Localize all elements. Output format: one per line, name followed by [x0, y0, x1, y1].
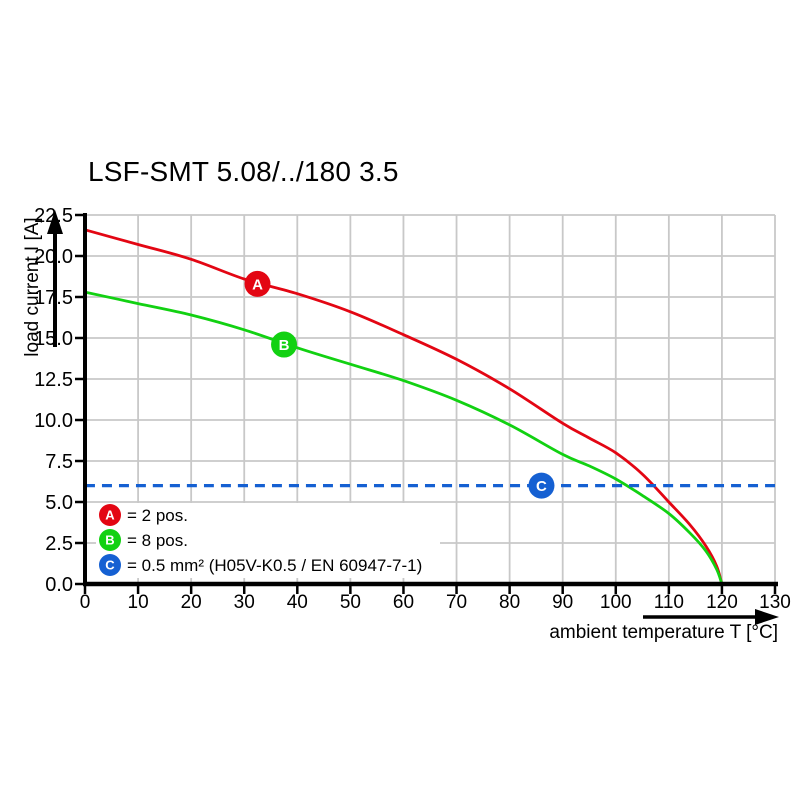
legend-marker-a-icon	[99, 504, 121, 526]
x-tick-label: 10	[128, 592, 149, 613]
x-tick-label: 90	[552, 592, 573, 613]
x-tick-label: 0	[80, 592, 91, 613]
x-tick-label: 110	[654, 592, 684, 613]
marker-b: B	[271, 331, 298, 358]
axis-arrows	[47, 210, 779, 625]
x-tick-label: 30	[234, 592, 255, 613]
y-tick-label: 2.5	[45, 533, 73, 555]
x-tick-label: 80	[499, 592, 520, 613]
chart-title: LSF-SMT 5.08/../180 3.5	[88, 156, 399, 187]
legend-label: = 0.5 mm² (H05V-K0.5 / EN 60947-7-1)	[127, 556, 422, 575]
legend-label: = 8 pos.	[127, 531, 188, 550]
marker-letter: B	[279, 337, 290, 354]
legend-marker-c-icon	[99, 554, 121, 576]
y-axis-arrow-icon	[47, 210, 63, 234]
marker-circle-b-icon	[271, 331, 298, 358]
x-tick-label: 20	[181, 592, 202, 613]
curves	[84, 228, 775, 585]
legend-symbol: B	[105, 533, 114, 548]
x-tick-label: 60	[393, 592, 414, 613]
y-tick-label: 10.0	[34, 410, 73, 432]
legend-item-c: C = 0.5 mm² (H05V-K0.5 / EN 60947-7-1)	[99, 554, 422, 576]
legend-marker-b-icon	[99, 529, 121, 551]
tick-labels: 0 10 20 30 40 50 60 70 80 90 100 110 120 130 0.0 2.5 5.0…	[34, 205, 791, 613]
y-tick-label: 12.5	[34, 369, 73, 391]
curve-a	[84, 228, 724, 585]
marker-a: A	[244, 270, 271, 297]
x-tick-label: 40	[287, 592, 308, 613]
marker-circle-c-icon	[528, 472, 555, 499]
legend-label: = 2 pos.	[127, 506, 188, 525]
legend-background	[96, 503, 440, 578]
x-tick-label: 70	[446, 592, 467, 613]
x-axis-arrow-icon	[755, 609, 779, 625]
marker-c: C	[528, 472, 555, 499]
legend-item-b: B = 8 pos.	[99, 529, 188, 551]
x-tick-label: 120	[706, 592, 738, 613]
y-tick-label: 0.0	[45, 574, 73, 596]
legend-symbol: C	[105, 558, 115, 573]
marker-letter: A	[252, 276, 263, 293]
x-tick-label: 100	[600, 592, 632, 613]
y-tick-label: 5.0	[45, 492, 73, 514]
curve-b	[84, 290, 724, 585]
legend-symbol: A	[105, 508, 115, 523]
x-tick-label: 130	[759, 592, 791, 613]
legend-item-a: A = 2 pos.	[99, 504, 188, 526]
x-tick-label: 50	[340, 592, 361, 613]
marker-letter: C	[536, 478, 547, 495]
x-axis-label: ambient temperature T [°C]	[549, 622, 778, 643]
y-tick-label: 7.5	[45, 451, 73, 473]
legend: A = 2 pos. B = 8 pos. C = 0.5 mm² (H05V-K0.5 …	[96, 503, 440, 578]
ticks	[75, 213, 777, 594]
marker-circle-a-icon	[244, 270, 271, 297]
axes	[83, 213, 778, 587]
